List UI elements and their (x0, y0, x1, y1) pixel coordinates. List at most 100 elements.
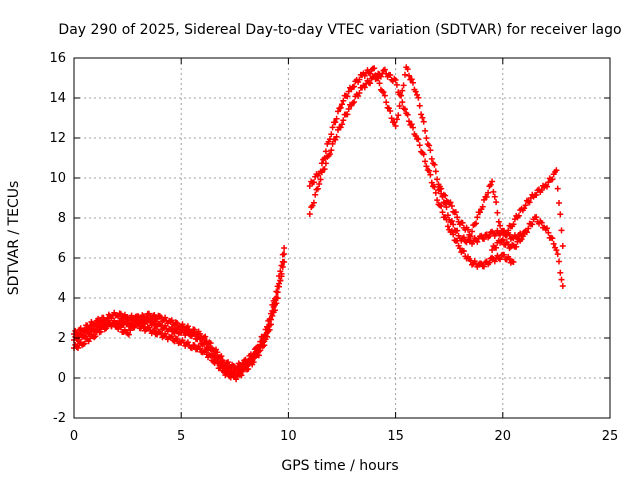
data-point (483, 194, 490, 200)
x-tick-label: 10 (280, 429, 297, 444)
data-point (257, 343, 264, 350)
data-point (361, 84, 368, 91)
data-point (501, 251, 508, 258)
data-point (558, 227, 565, 234)
data-point (426, 142, 433, 149)
data-point (387, 72, 394, 78)
data-point (422, 127, 429, 134)
data-point (481, 263, 487, 270)
data-point (344, 111, 351, 118)
data-point (473, 220, 479, 227)
data-series (489, 167, 566, 253)
data-point (151, 319, 158, 325)
data-point (443, 204, 450, 211)
data-point (321, 166, 328, 173)
data-point (151, 312, 158, 318)
data-point (450, 231, 457, 238)
data-point (333, 115, 340, 122)
data-point (274, 289, 281, 296)
data-point (278, 273, 285, 280)
data-point (497, 222, 504, 229)
data-point (317, 168, 324, 175)
data-point (469, 228, 475, 235)
y-tick-label: -2 (53, 411, 66, 426)
data-point (399, 87, 406, 94)
data-point (250, 355, 257, 362)
data-point (426, 167, 433, 174)
data-point (402, 106, 408, 113)
data-point (218, 353, 225, 360)
data-point (553, 167, 560, 174)
data-point (168, 333, 175, 340)
data-point (380, 89, 387, 96)
data-point (328, 131, 335, 138)
data-point (356, 76, 363, 83)
data-point (279, 251, 286, 258)
data-point (477, 209, 483, 216)
data-point (499, 236, 506, 243)
data-point (432, 168, 439, 175)
data-point (431, 184, 438, 190)
data-point (202, 339, 209, 346)
data-point (332, 119, 339, 126)
data-point (474, 238, 481, 245)
data-point (337, 124, 344, 131)
data-point (434, 176, 441, 183)
data-point (434, 197, 441, 204)
data-point (381, 92, 388, 99)
data-point (393, 81, 400, 88)
y-tick-label: 16 (49, 51, 66, 66)
data-point (491, 193, 498, 200)
data-point (404, 66, 411, 73)
data-point (450, 221, 457, 228)
data-point (460, 234, 467, 241)
data-point (345, 106, 352, 112)
data-markers (71, 64, 566, 383)
data-point (207, 340, 214, 347)
data-point (339, 121, 345, 128)
data-point (279, 264, 286, 270)
x-tick-label: 0 (70, 429, 78, 444)
data-point (214, 349, 221, 356)
data-point (371, 65, 378, 72)
y-tick-label: 6 (58, 251, 66, 266)
data-point (326, 136, 333, 143)
data-point (367, 80, 374, 87)
data-point (493, 199, 500, 206)
data-point (439, 209, 446, 216)
data-point (383, 99, 390, 106)
data-point (525, 225, 532, 232)
x-tick-label: 25 (602, 429, 619, 444)
axis-ticks: -2 0 2 4 6 8 10 12 14 16 0 5 10 15 20 25 (49, 51, 618, 444)
data-point (326, 151, 333, 158)
data-point (460, 248, 467, 255)
data-point (523, 229, 530, 236)
data-point (340, 97, 347, 104)
chart-title: Day 290 of 2025, Sidereal Day-to-day VTE… (58, 22, 621, 38)
data-point (490, 188, 497, 195)
data-point (272, 301, 278, 308)
data-point (328, 147, 335, 154)
data-point (168, 325, 175, 332)
data-point (419, 114, 426, 121)
plot-frame (73, 57, 611, 419)
data-point (393, 116, 400, 123)
data-point (494, 209, 501, 216)
data-point (423, 163, 430, 170)
data-point (505, 227, 512, 234)
data-point (489, 178, 496, 185)
data-point (396, 103, 403, 109)
data-point (544, 183, 550, 190)
data-point (408, 121, 415, 128)
data-point (375, 75, 382, 82)
data-point (545, 229, 552, 236)
data-point (218, 359, 225, 366)
data-point (245, 362, 252, 368)
data-point (497, 256, 504, 263)
data-point (400, 82, 407, 89)
data-point (318, 160, 325, 167)
data-point (376, 80, 383, 87)
y-tick-label: 2 (58, 331, 66, 346)
data-point (406, 118, 412, 125)
